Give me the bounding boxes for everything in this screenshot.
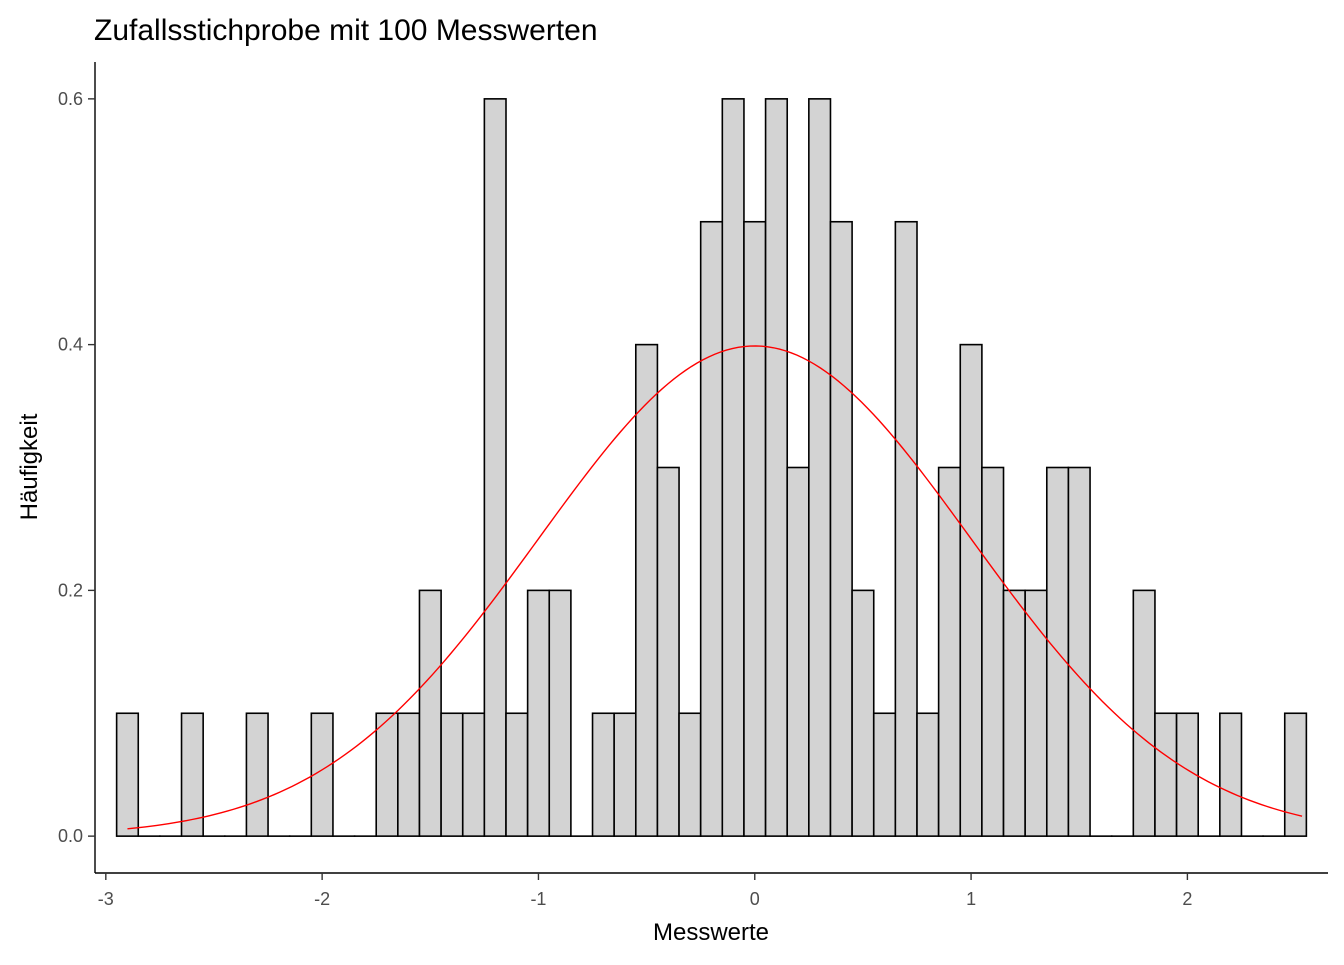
histogram-bar	[744, 222, 766, 836]
histogram-bar	[614, 713, 636, 836]
histogram-bar	[679, 713, 701, 836]
histogram-bar	[1025, 590, 1047, 836]
histogram-bar	[528, 590, 550, 836]
histogram-bar	[484, 99, 506, 836]
histogram-bar	[117, 713, 139, 836]
histogram-bar	[441, 713, 463, 836]
histogram-bar	[593, 713, 615, 836]
histogram-bar	[960, 345, 982, 837]
histogram-bar	[1155, 713, 1177, 836]
histogram-bar	[1068, 468, 1090, 837]
y-axis-ticks: 0.0 0.2 0.4 0.6	[58, 89, 95, 846]
y-tick-label: 0.4	[58, 335, 83, 355]
histogram-bar	[895, 222, 917, 836]
histogram-bar	[939, 468, 961, 837]
x-tick-label: -1	[530, 889, 546, 909]
histogram-bar	[787, 468, 809, 837]
y-tick-label: 0.0	[58, 826, 83, 846]
y-axis-title: Häufigkeit	[16, 413, 43, 520]
x-tick-label: -3	[98, 889, 114, 909]
histogram-bar	[809, 99, 831, 836]
histogram-bar	[701, 222, 723, 836]
chart-title: Zufallsstichprobe mit 100 Messwerten	[94, 14, 598, 47]
histogram-bar	[398, 713, 420, 836]
histogram-bar	[874, 713, 896, 836]
x-tick-label: 2	[1182, 889, 1192, 909]
histogram-bar	[1285, 713, 1307, 836]
histogram-bar	[463, 713, 485, 836]
histogram-bar	[1220, 713, 1242, 836]
x-tick-label: 0	[750, 889, 760, 909]
x-axis-title: Messwerte	[653, 919, 769, 946]
histogram-bar	[657, 468, 679, 837]
histogram-bar	[1133, 590, 1155, 836]
histogram-bar	[852, 590, 874, 836]
x-tick-label: 1	[966, 889, 976, 909]
y-tick-label: 0.6	[58, 89, 83, 109]
histogram-bar	[506, 713, 528, 836]
y-tick-label: 0.2	[58, 580, 83, 600]
histogram-bar	[917, 713, 939, 836]
histogram-bar	[722, 99, 744, 836]
x-tick-label: -2	[314, 889, 330, 909]
histogram-bar	[419, 590, 441, 836]
histogram-bar	[636, 345, 658, 837]
histogram-bar	[246, 713, 268, 836]
x-axis-ticks: -3 -2 -1 0 1 2	[98, 873, 1193, 909]
histogram-bar	[1004, 590, 1026, 836]
histogram-bar	[830, 222, 852, 836]
histogram-bar	[982, 468, 1004, 837]
histogram-bar	[549, 590, 571, 836]
histogram-bar	[766, 99, 788, 836]
histogram-bar	[376, 713, 398, 836]
